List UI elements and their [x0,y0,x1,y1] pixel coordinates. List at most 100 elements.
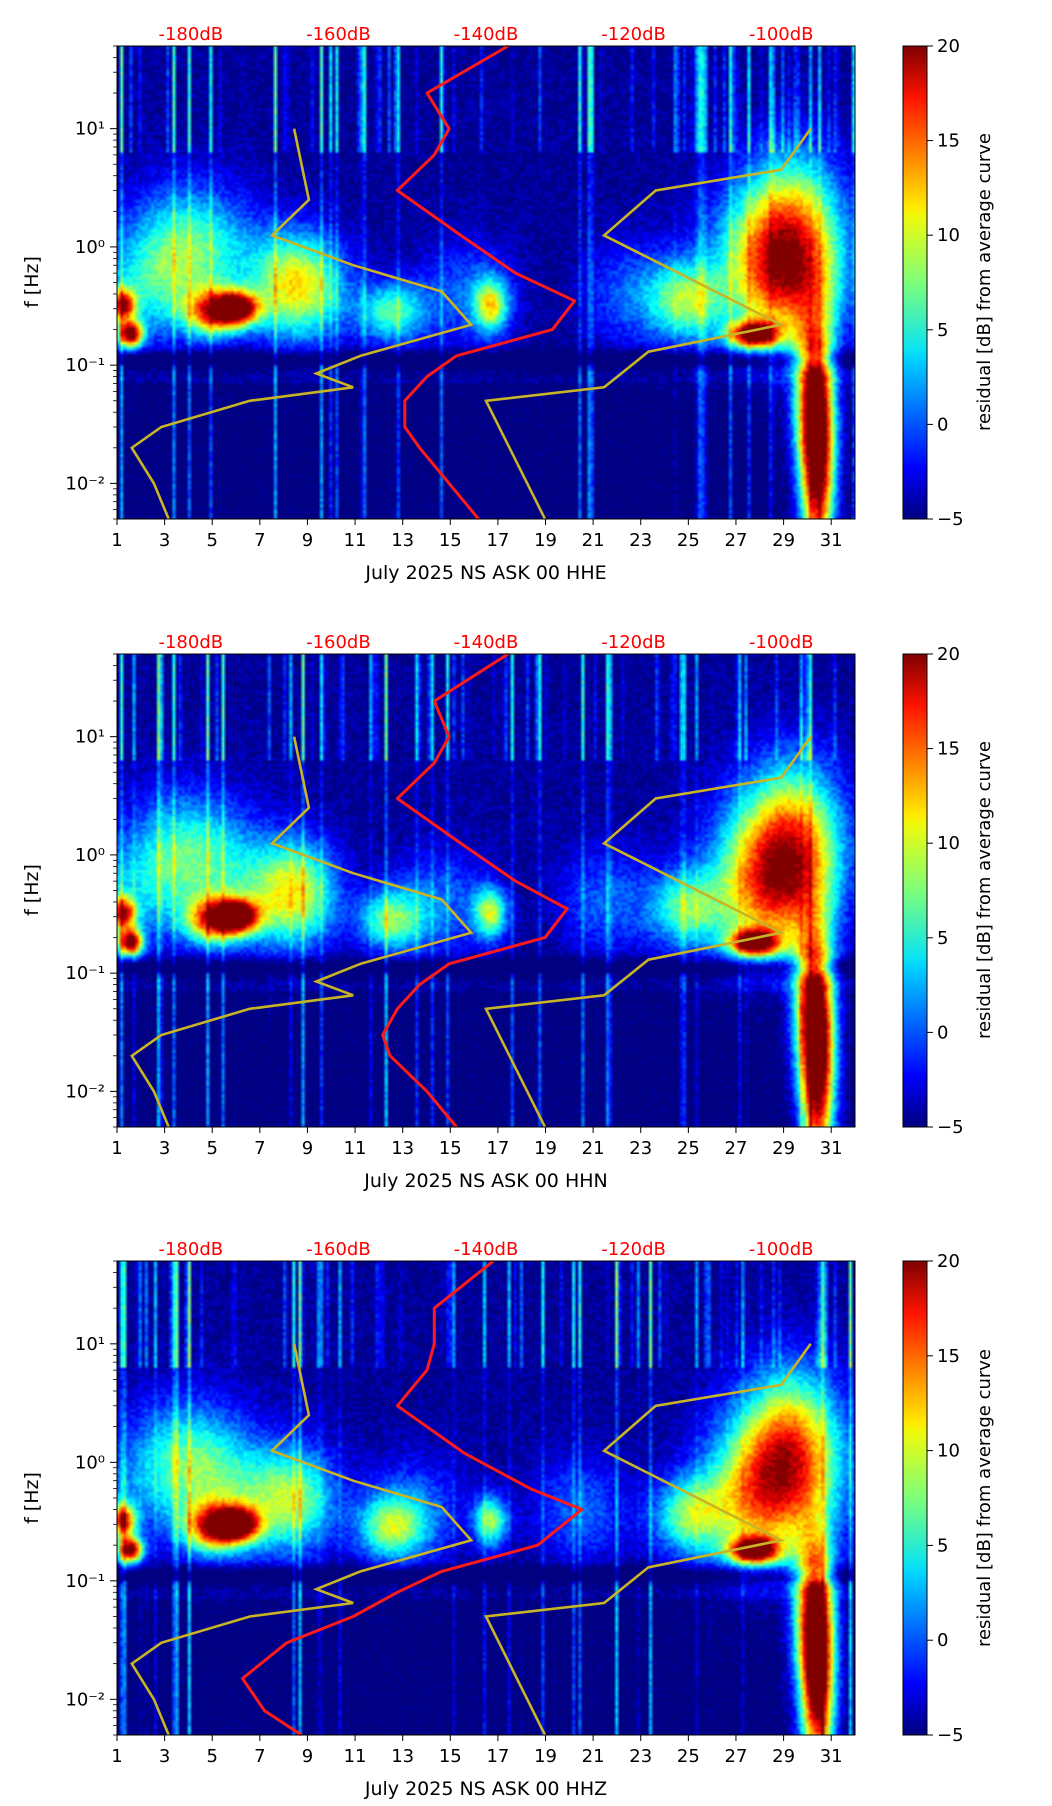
x-tick-label: 23 [629,1746,652,1767]
spectrogram-image [117,46,855,519]
x-tick-label: 7 [254,530,265,551]
x-tick-label: 19 [534,1746,557,1767]
x-tick-label: 31 [820,1746,843,1767]
top-db-label: -160dB [306,1239,371,1260]
top-db-label: -160dB [306,632,371,653]
overlay-layer [130,1259,812,1737]
y-tick-label: 10⁻² [65,1081,105,1102]
x-tick-label: 7 [254,1746,265,1767]
top-db-labels: -180dB -160dB -140dB -120dB -100dB [158,24,813,45]
colorbar-ticks: 20 15 10 5 0 −5 [927,36,964,530]
y-tick-label: 10¹ [75,1334,105,1355]
model-curve-low-noise [130,128,474,520]
top-db-label: -120dB [601,24,666,45]
colorbar-ticks: 20 15 10 5 0 −5 [927,644,964,1138]
top-db-label: -180dB [158,632,223,653]
y-axis-label: f [Hz] [21,1472,43,1524]
x-tick-label: 17 [486,530,509,551]
x-tick-label: 17 [486,1138,509,1159]
x-ticks: 1 3 5 7 9 11 13 15 17 19 21 23 25 27 29 31 [111,1735,843,1767]
colorbar-tick-label: 0 [937,414,948,435]
x-ticks: 1 3 5 7 9 11 13 15 17 19 21 23 25 27 29 31 [111,1127,843,1159]
y-tick-label: 10⁰ [75,237,105,258]
top-db-label: -100dB [749,632,814,653]
y-tick-label: 10⁻¹ [65,963,105,984]
colorbar-tick-label: 15 [937,1346,960,1367]
panel-hhe: 1 3 5 7 9 11 13 15 17 19 21 23 25 27 29 31 10⁻²10⁻¹10⁰1… [21,24,995,584]
model-curve-low-noise [130,736,474,1128]
colorbar-tick-label: −5 [937,1725,964,1746]
x-tick-label: 21 [582,1138,605,1159]
colorbar-label: residual [dB] from average curve [974,1349,995,1647]
colorbar-ticks: 20 15 10 5 0 −5 [927,1251,964,1746]
top-db-labels: -180dB -160dB -140dB -120dB -100dB [158,1239,813,1260]
noise-curve [381,652,569,1128]
x-tick-label: 9 [302,1138,313,1159]
x-tick-label: 5 [206,1746,217,1767]
colorbar [902,1260,928,1736]
colorbar-tick-label: 20 [937,1251,960,1272]
colorbar-tick-label: 0 [937,1022,948,1043]
x-tick-label: 31 [820,530,843,551]
x-tick-label: 11 [344,1746,367,1767]
top-db-label: -160dB [306,24,371,45]
x-tick-label: 23 [629,1138,652,1159]
top-db-label: -100dB [749,1239,814,1260]
y-ticks: 10⁻² 10⁻¹ 10⁰ 10¹ [65,1260,117,1736]
overlay-layer [130,44,812,520]
x-axis-label: July 2025 NS ASK 00 HHZ [364,1778,607,1800]
x-tick-label: 29 [772,1138,795,1159]
colorbar-tick-label: 5 [937,320,948,341]
x-ticks: 1 3 5 7 9 11 13 15 17 19 21 23 25 27 29 31 [111,519,843,551]
x-tick-label: 21 [582,1746,605,1767]
colorbar-tick-label: −5 [937,1117,964,1138]
x-tick-label: 27 [725,1746,748,1767]
x-tick-label: 9 [302,530,313,551]
x-tick-label: 19 [534,530,557,551]
colorbar-label: residual [dB] from average curve [974,741,995,1039]
colorbar-tick-label: 20 [937,644,960,665]
x-tick-label: 19 [534,1138,557,1159]
top-db-label: -140dB [454,632,519,653]
noise-curve [241,1259,584,1737]
x-tick-label: 1 [111,1138,122,1159]
x-tick-label: 3 [159,1746,170,1767]
top-db-label: -120dB [601,1239,666,1260]
x-tick-label: 11 [344,530,367,551]
y-tick-label: 10⁻² [65,1689,105,1710]
y-tick-label: 10¹ [75,119,105,140]
x-tick-label: 27 [725,530,748,551]
x-tick-label: 27 [725,1138,748,1159]
model-curve-high-noise [484,1343,812,1736]
colorbar [902,653,928,1128]
colorbar-tick-label: 15 [937,739,960,760]
x-tick-label: 23 [629,530,652,551]
top-db-label: -140dB [454,24,519,45]
panel-hhz: 1 3 5 7 9 11 13 15 17 19 21 23 25 27 29 31 10⁻²10⁻¹10⁰1… [21,1239,995,1800]
overlay-layer [130,652,812,1128]
y-tick-label: 10⁻¹ [65,355,105,376]
y-ticks: 10⁻² 10⁻¹ 10⁰ 10¹ [65,45,117,520]
colorbar-label: residual [dB] from average curve [974,133,995,431]
x-tick-label: 13 [391,1138,414,1159]
colorbar-tick-label: 5 [937,1535,948,1556]
x-tick-label: 5 [206,530,217,551]
colorbar-tick-label: 5 [937,928,948,949]
x-tick-label: 7 [254,1138,265,1159]
x-tick-label: 3 [159,530,170,551]
colorbar [902,45,928,520]
y-tick-label: 10¹ [75,727,105,748]
top-db-label: -100dB [749,24,814,45]
x-tick-label: 1 [111,1746,122,1767]
y-tick-label: 10⁻¹ [65,1571,105,1592]
colorbar-tick-label: 20 [937,36,960,57]
x-tick-label: 17 [486,1746,509,1767]
panel-hhn: 1 3 5 7 9 11 13 15 17 19 21 23 25 27 29 31 10⁻²10⁻¹10⁰1… [21,632,995,1192]
noise-curve [395,44,577,520]
y-tick-label: 10⁰ [75,1452,105,1473]
x-tick-label: 29 [772,1746,795,1767]
top-db-label: -180dB [158,1239,223,1260]
colorbar-tick-label: 10 [937,225,960,246]
x-tick-label: 15 [439,1746,462,1767]
